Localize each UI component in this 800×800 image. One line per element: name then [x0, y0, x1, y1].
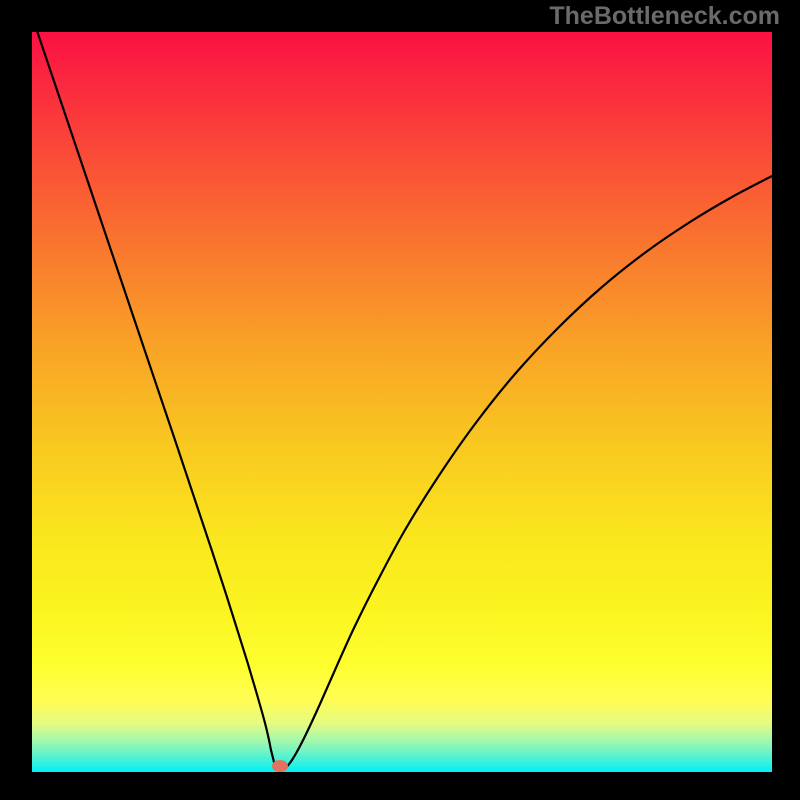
plot-area	[32, 32, 772, 772]
watermark-text: TheBottleneck.com	[549, 2, 780, 31]
chart-container: TheBottleneck.com	[0, 0, 800, 800]
minimum-marker	[272, 760, 288, 772]
bottleneck-curve	[32, 32, 772, 772]
